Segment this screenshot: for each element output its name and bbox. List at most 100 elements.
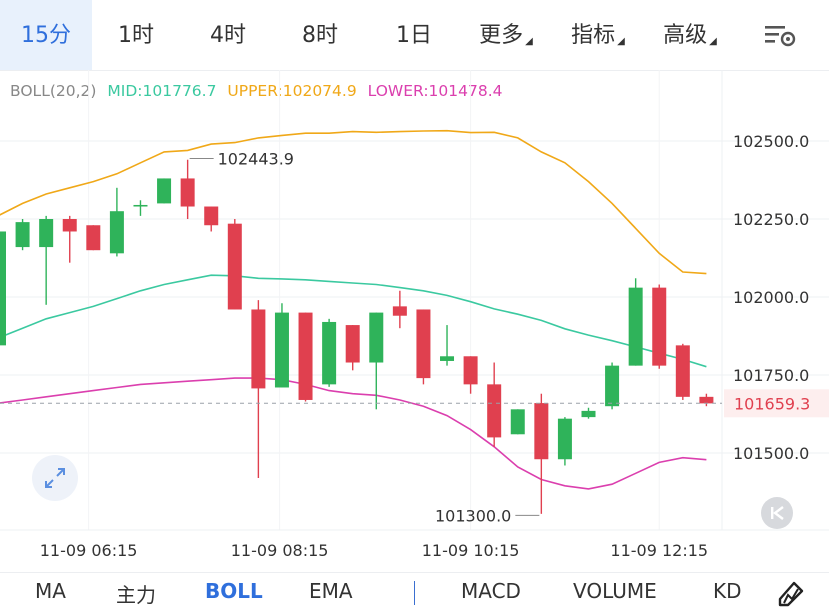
tab-main-force[interactable]: 主力: [116, 583, 156, 607]
tab-more-label: 更多: [479, 23, 524, 48]
chart-settings-icon[interactable]: [762, 18, 798, 52]
boll-bands: [0, 129, 707, 490]
candle-body: [322, 321, 337, 385]
candle: [510, 409, 525, 435]
time-axis-label: 11-09 10:15: [422, 541, 520, 560]
candle: [487, 362, 502, 447]
tab-separator: [414, 581, 415, 605]
expand-button[interactable]: [32, 455, 78, 501]
candle: [15, 219, 30, 251]
legend-lower: LOWER:101478.4: [367, 82, 503, 100]
tab-volume[interactable]: VOLUME: [573, 579, 657, 603]
candle: [157, 178, 172, 204]
time-axis-label: 11-09 08:15: [231, 541, 329, 560]
candle: [133, 200, 148, 216]
chart-grid: [0, 70, 829, 531]
tab-1d[interactable]: 1日: [396, 23, 432, 48]
chart-overlay: 101659.3 102443.9 101300.0: [0, 150, 829, 525]
tab-15min[interactable]: 15分: [0, 0, 92, 70]
candle-body: [109, 211, 124, 254]
drawing-tool-icon[interactable]: [776, 577, 808, 609]
candle: [251, 300, 266, 478]
candle-body: [652, 287, 667, 366]
indicator-tab-bar: MA 主力 BOLL EMA MACD VOLUME KD: [0, 572, 829, 612]
tab-advanced[interactable]: 高级 ◢: [654, 0, 726, 70]
price-axis-label: 102250.0: [733, 210, 809, 229]
candle: [534, 393, 549, 514]
candle: [440, 325, 455, 366]
candle: [62, 215, 77, 263]
candle: [322, 318, 337, 387]
candle: [274, 303, 289, 388]
low-annotation: 101300.0: [435, 506, 511, 525]
time-axis-label: 11-09 06:15: [40, 541, 138, 560]
candle: [369, 312, 384, 410]
tab-indicators[interactable]: 指标 ◢: [562, 0, 634, 70]
candle-body: [15, 222, 30, 248]
candle-body: [39, 219, 54, 248]
dropdown-caret-icon: ◢: [525, 36, 533, 47]
candle-body: [369, 312, 384, 363]
legend-mid: MID:101776.7: [107, 82, 217, 100]
candle-body: [557, 418, 572, 460]
reset-icon: [771, 506, 784, 520]
tab-kd[interactable]: KD: [713, 579, 742, 603]
candle-body: [86, 225, 101, 251]
candle: [416, 309, 431, 385]
dropdown-caret-icon: ◢: [617, 36, 625, 47]
expand-icon: [45, 468, 65, 488]
tab-more[interactable]: 更多 ◢: [470, 0, 542, 70]
current-price-tag: [724, 389, 829, 418]
candle-body: [345, 325, 360, 363]
candle: [652, 284, 667, 369]
price-axis-label: 101500.0: [733, 444, 809, 463]
tab-4h[interactable]: 4时: [210, 23, 246, 48]
candle-body: [440, 356, 455, 361]
candle-body: [628, 287, 643, 366]
candle: [204, 206, 219, 232]
candle-body: [204, 206, 219, 226]
candle: [345, 325, 360, 371]
candle: [39, 215, 54, 305]
reset-view-button[interactable]: [761, 497, 793, 529]
boll-mid-line: [0, 274, 707, 368]
candle: [675, 343, 690, 400]
tab-advanced-label: 高级: [663, 23, 708, 48]
price-axis-label: 102000.0: [733, 288, 809, 307]
current-price-label: 101659.3: [734, 394, 810, 413]
tab-8h[interactable]: 8时: [302, 23, 338, 48]
candle-body: [487, 384, 502, 438]
legend-name: BOLL(20,2): [10, 82, 97, 100]
candle-body: [675, 345, 690, 397]
candle-body: [510, 409, 525, 435]
candle: [557, 417, 572, 466]
boll-legend: BOLL(20,2) MID:101776.7 UPPER:102074.9 L…: [10, 82, 509, 100]
tab-1h[interactable]: 1时: [118, 23, 154, 48]
legend-upper: UPPER:102074.9: [227, 82, 357, 100]
candle: [227, 219, 242, 310]
candle: [699, 393, 714, 407]
tab-boll[interactable]: BOLL: [205, 579, 263, 603]
candle: [463, 356, 478, 394]
candlestick-chart[interactable]: 101659.3 102443.9 101300.0 102500.0 102250.…: [0, 70, 829, 572]
boll-upper-line: [0, 129, 707, 275]
candle-body: [133, 204, 148, 207]
high-annotation: 102443.9: [218, 150, 294, 169]
tab-macd[interactable]: MACD: [461, 579, 521, 603]
price-axis-label: 101750.0: [733, 366, 809, 385]
candle-body: [699, 396, 714, 404]
chart-axes: 102500.0 102250.0 102000.0 101750.0 101500.0…: [40, 132, 810, 560]
candles: [0, 159, 714, 514]
candle-body: [0, 231, 6, 346]
candle: [605, 362, 620, 410]
time-axis-label: 11-09 12:15: [610, 541, 708, 560]
boll-lower-line: [0, 377, 707, 490]
candle: [86, 225, 101, 251]
tab-ma[interactable]: MA: [35, 579, 66, 603]
candle: [0, 231, 6, 346]
tab-ema[interactable]: EMA: [309, 579, 353, 603]
timeframe-bar: 15分 1时 4时 8时 1日 更多 ◢ 指标 ◢ 高级 ◢: [0, 0, 829, 71]
price-axis-label: 102500.0: [733, 132, 809, 151]
candle-body: [298, 312, 313, 400]
candle-body: [392, 306, 407, 316]
